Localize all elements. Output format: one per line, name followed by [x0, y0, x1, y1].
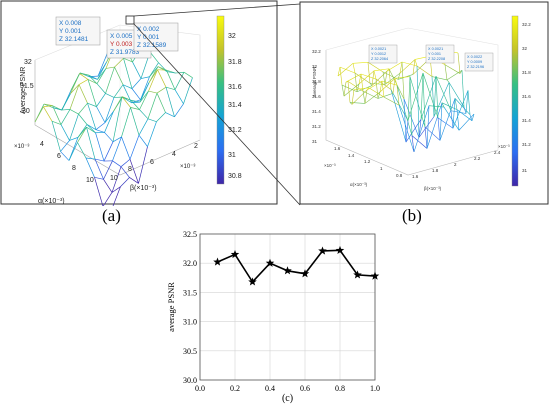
y-tick: 10 — [86, 177, 94, 184]
colorbar-a — [217, 16, 224, 184]
svg-text:X 0.002: X 0.002 — [137, 26, 160, 33]
svg-text:X 0.008: X 0.008 — [59, 20, 82, 27]
x-tick: 2 — [194, 143, 198, 150]
x-tick: 4 — [172, 151, 176, 158]
y-tick-label: 30.5 — [183, 347, 197, 356]
datatip-b1: X 0.0021 Y 0.0012 Z 32.2064 — [369, 45, 397, 63]
x-tick-label: 0.2 — [230, 384, 240, 393]
colorbar-tick: 30.8 — [228, 173, 242, 180]
svg-text:Y 0.001: Y 0.001 — [428, 52, 441, 56]
z-tick: 31.2 — [312, 124, 321, 129]
colorbar-tick: 31.8 — [228, 59, 242, 66]
colorbar-tick: 31.6 — [228, 84, 242, 91]
panel-b-plot: 31 31.2 31.4 31.6 31.8 32 32.2 Average P… — [298, 0, 550, 206]
datatip-b3: X 0.0022 Y 0.0009 Z 32.2196 — [465, 53, 493, 71]
svg-text:Z 32.1589: Z 32.1589 — [137, 42, 167, 49]
x-tick: 8 — [128, 166, 132, 173]
x-tick: 6 — [150, 159, 154, 166]
z-axis-label: Average PSNR — [20, 67, 27, 114]
svg-text:Y 0.001: Y 0.001 — [59, 28, 82, 35]
caption-c: (c) — [282, 393, 293, 404]
svg-text:Y 0.0012: Y 0.0012 — [371, 52, 386, 56]
y-tick: 0.8 — [396, 173, 403, 178]
datatip-a3: X 0.002 Y 0.001 Z 32.1589 — [134, 23, 178, 51]
x-tick-label: 0.4 — [265, 384, 275, 393]
x-multiplier: ×10⁻³ — [180, 164, 195, 170]
y-axis-label: α(×10⁻³) — [350, 182, 368, 187]
y-multiplier: ×10⁻³ — [324, 163, 336, 168]
line-chart-c: 0.0 0.2 0.4 0.6 0.8 1.0 30.0 30.5 31.0 31.5 32.0 32… — [160, 226, 400, 406]
colorbar-b — [512, 16, 518, 186]
colorbar-tick: 31.2 — [228, 127, 242, 134]
data-point — [318, 246, 327, 254]
svg-text:Y 0.003: Y 0.003 — [110, 41, 133, 48]
x-multiplier: ×10⁻³ — [498, 144, 510, 149]
colorbar-tick: 32.2 — [522, 22, 531, 27]
y-axis-label: α(×10⁻³) — [38, 198, 65, 205]
x-tick: 1.6 — [412, 174, 419, 179]
svg-text:Y 0.001: Y 0.001 — [137, 34, 160, 41]
x-tick: 2.2 — [474, 156, 481, 161]
data-point — [283, 266, 292, 274]
svg-text:Z 32.2064: Z 32.2064 — [371, 57, 388, 61]
plot-frame — [200, 234, 375, 380]
colorbar-tick: 31.6 — [522, 94, 531, 99]
svg-text:Z 32.2196: Z 32.2196 — [467, 65, 484, 69]
colorbar-tick: 31.4 — [522, 118, 531, 123]
svg-text:X 0.0021: X 0.0021 — [428, 47, 443, 51]
colorbar-tick: 31.4 — [228, 102, 242, 109]
x-tick: 10 — [110, 175, 118, 182]
y-multiplier: ×10⁻³ — [14, 144, 29, 150]
x-tick-label: 1.0 — [370, 384, 380, 393]
panel-b: 31 31.2 31.4 31.6 31.8 32 32.2 Average P… — [298, 0, 550, 206]
x-tick: 1.8 — [432, 168, 439, 173]
y-tick: 4 — [40, 141, 44, 148]
y-tick: 1.4 — [348, 153, 355, 158]
svg-text:Y 0.0009: Y 0.0009 — [467, 60, 482, 64]
z-axis-label: Average PSNR — [312, 66, 317, 97]
colorbar-tick: 31 — [228, 152, 236, 159]
series-line — [218, 250, 376, 282]
panel-a: 30 31.5 32 Average PSNR ×10⁻³ 4 6 8 10 α… — [0, 0, 280, 206]
colorbar-tick: 31.2 — [522, 142, 531, 147]
datatip-b2: X 0.0021 Y 0.001 Z 32.2208 — [426, 45, 454, 63]
x-axis-label: β(×10⁻³) — [424, 186, 442, 191]
svg-text:X 0.005: X 0.005 — [110, 33, 133, 40]
z-tick: 32 — [24, 59, 32, 66]
svg-text:Z 32.1481: Z 32.1481 — [59, 36, 89, 43]
z-tick: 31 — [312, 139, 318, 144]
z-tick: 32.2 — [312, 49, 321, 54]
y-tick: 8 — [72, 165, 76, 172]
caption-b: (b) — [402, 206, 422, 226]
y-tick-label: 32.5 — [183, 230, 197, 239]
z-tick: 31.4 — [312, 109, 321, 114]
datatip-a1: X 0.008 Y 0.001 Z 32.1481 — [56, 17, 100, 45]
colorbar-tick: 32 — [522, 46, 528, 51]
caption-a: (a) — [102, 206, 121, 226]
colorbar-tick: 31.8 — [522, 70, 531, 75]
panel-a-plot: 30 31.5 32 Average PSNR ×10⁻³ 4 6 8 10 α… — [0, 0, 280, 206]
y-tick: 1.2 — [364, 159, 371, 164]
svg-text:X 0.0022: X 0.0022 — [467, 55, 482, 59]
panel-c: 0.0 0.2 0.4 0.6 0.8 1.0 30.0 30.5 31.0 31.5 32.0 32… — [160, 226, 400, 406]
data-point — [213, 258, 222, 266]
x-tick-label: 0.6 — [300, 384, 310, 393]
svg-text:X 0.0021: X 0.0021 — [371, 47, 386, 51]
y-tick-label: 32.0 — [183, 259, 197, 268]
colorbar-tick: 32 — [228, 33, 236, 40]
colorbar-tick: 31 — [522, 168, 528, 173]
y-tick-label: 31.0 — [183, 318, 197, 327]
y-tick: 6 — [57, 153, 61, 160]
x-tick-label: 0.8 — [335, 384, 345, 393]
x-axis-label: β(×10⁻³) — [130, 185, 157, 192]
x-tick-label: 0.0 — [195, 384, 205, 393]
y-tick-label: 31.5 — [183, 288, 197, 297]
y-tick-label: 30.0 — [183, 376, 197, 385]
y-axis-label: average PSNR — [166, 282, 176, 332]
svg-text:Z 32.2208: Z 32.2208 — [428, 57, 445, 61]
y-tick: 1.6 — [334, 146, 341, 151]
x-tick: 2.4 — [494, 150, 501, 155]
